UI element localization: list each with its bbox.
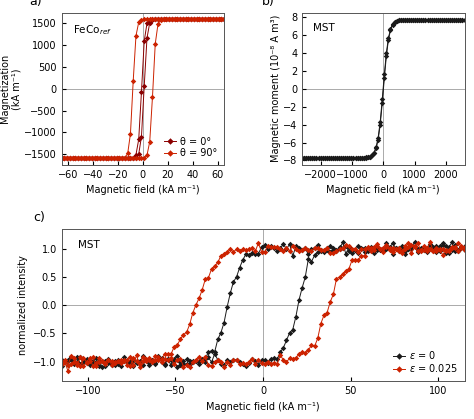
Text: MST: MST (78, 240, 100, 250)
Y-axis label: Magnetization
(kA m⁻¹): Magnetization (kA m⁻¹) (0, 54, 21, 123)
X-axis label: Magnetic field (kA m⁻¹): Magnetic field (kA m⁻¹) (206, 402, 320, 412)
Text: c): c) (33, 211, 46, 224)
Text: b): b) (262, 0, 274, 8)
Legend: $\varepsilon$ = 0, $\varepsilon$ = 0.025: $\varepsilon$ = 0, $\varepsilon$ = 0.025 (392, 347, 460, 376)
Y-axis label: normalized intensity: normalized intensity (18, 255, 27, 355)
Y-axis label: Magnetic moment (10⁻⁸ A m³): Magnetic moment (10⁻⁸ A m³) (272, 15, 282, 163)
Legend: θ = 0°, θ = 90°: θ = 0°, θ = 90° (163, 135, 219, 160)
Text: MST: MST (313, 23, 335, 33)
X-axis label: Magnetic field (kA m⁻¹): Magnetic field (kA m⁻¹) (327, 185, 440, 195)
Text: a): a) (29, 0, 42, 8)
Text: FeCo$_{ref}$: FeCo$_{ref}$ (73, 23, 112, 37)
X-axis label: Magnetic field (kA m⁻¹): Magnetic field (kA m⁻¹) (86, 185, 200, 195)
